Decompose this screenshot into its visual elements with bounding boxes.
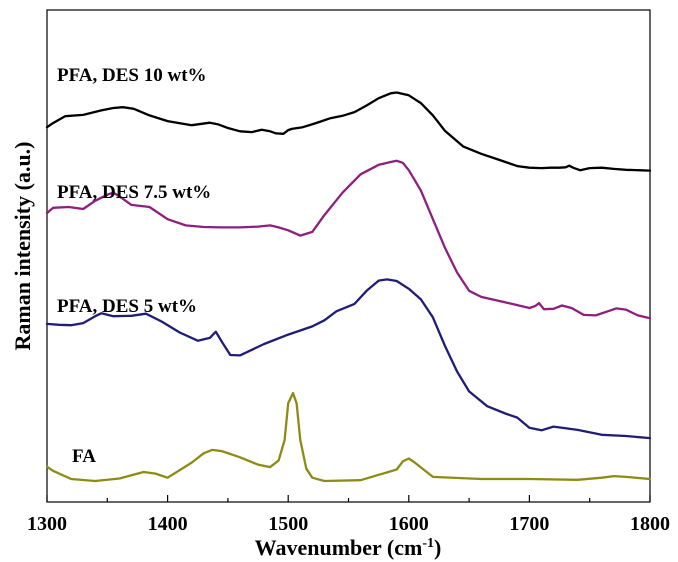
x-tick-label: 1400 — [148, 513, 188, 535]
y-axis-title: Raman intensity (a.u.) — [10, 141, 35, 350]
x-axis-title: Wavenumber (cm-1) — [255, 535, 442, 560]
x-axis-ticks — [46, 495, 651, 502]
series-label-1: PFA, DES 10 wt% — [57, 65, 207, 86]
series-line-2 — [45, 159, 652, 320]
series-line-4 — [45, 391, 652, 483]
x-axis-tick-labels: 1300 1400 1500 1600 1700 1800 — [27, 513, 670, 535]
x-tick-label: 1800 — [630, 513, 670, 535]
x-tick-label: 1700 — [509, 513, 549, 535]
series-line-3 — [45, 278, 652, 440]
x-tick-label: 1300 — [27, 513, 67, 535]
series-label-3: PFA, DES 5 wt% — [57, 296, 197, 317]
x-tick-label: 1600 — [389, 513, 429, 535]
series-lines — [45, 91, 652, 483]
series-label-4: FA — [72, 446, 96, 467]
x-tick-label: 1500 — [268, 513, 308, 535]
series-line-1 — [45, 91, 652, 172]
series-labels: PFA, DES 10 wt% PFA, DES 7.5 wt% PFA, DES … — [57, 65, 211, 467]
series-label-2: PFA, DES 7.5 wt% — [57, 182, 211, 203]
